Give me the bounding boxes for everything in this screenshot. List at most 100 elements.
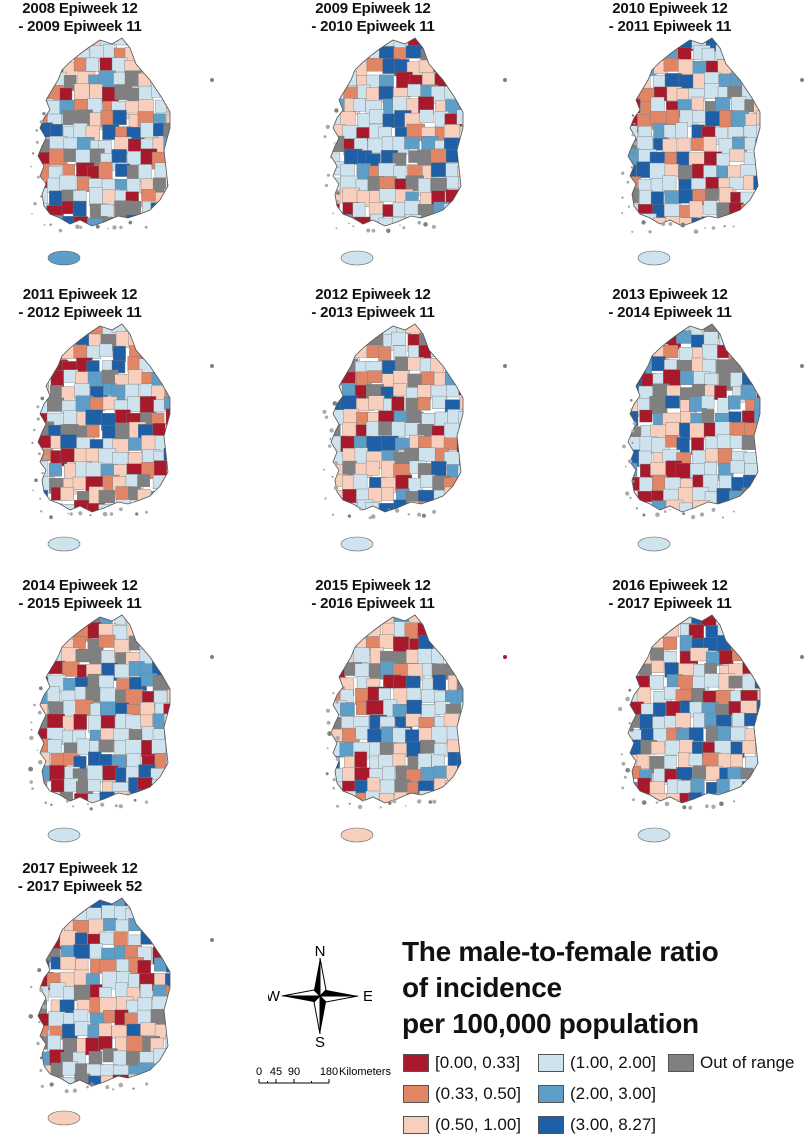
island [30, 165, 33, 168]
district-region [61, 504, 76, 512]
legend-label: Out of range [700, 1053, 795, 1072]
island [621, 171, 625, 175]
district-region [457, 411, 463, 427]
district-region [100, 203, 114, 217]
island [43, 1034, 47, 1037]
district-region [732, 516, 750, 534]
jeju-island [47, 827, 81, 843]
island [67, 512, 69, 515]
compass-s-label: S [315, 1034, 325, 1048]
district-region [651, 660, 665, 673]
district-region [38, 215, 49, 226]
district-region [430, 177, 449, 193]
island [379, 806, 382, 809]
district-region [457, 137, 463, 156]
district-region [650, 111, 669, 125]
district-region [380, 779, 397, 795]
district-region [406, 687, 421, 701]
district-region [756, 189, 760, 208]
district-region [47, 739, 62, 755]
district-region [141, 898, 157, 913]
district-region [458, 152, 463, 169]
district-region [653, 230, 668, 245]
district-region [98, 634, 116, 648]
map-panel: 2008 Epiweek 12- 2009 Epiweek 11 [0, 0, 270, 286]
island [331, 475, 334, 478]
district-region [691, 383, 707, 397]
island [114, 804, 118, 808]
district-region [744, 615, 760, 628]
district-region [405, 649, 420, 664]
district-region [368, 806, 386, 819]
district-region [653, 615, 670, 628]
district-region [339, 742, 356, 757]
island [39, 1069, 43, 1072]
district-region [164, 476, 170, 493]
district-region [754, 615, 760, 624]
district-region [715, 44, 730, 60]
district-region [443, 124, 461, 140]
district-region [151, 38, 167, 49]
district-region [63, 805, 81, 819]
north-arrow-icon: N S E W [268, 944, 372, 1048]
country-outline [37, 323, 171, 513]
district-region [47, 333, 64, 347]
district-region [127, 792, 141, 803]
island [40, 1084, 44, 1088]
island [370, 514, 376, 519]
district-region [743, 624, 758, 639]
district-region [378, 46, 395, 60]
district-region [113, 1064, 130, 1084]
district-region [153, 648, 168, 665]
district-region [163, 38, 170, 49]
district-region [126, 806, 143, 823]
district-region [366, 58, 385, 72]
island [32, 152, 35, 155]
district-region [701, 47, 715, 63]
district-region [626, 515, 642, 527]
district-region [367, 777, 380, 792]
district-region [38, 634, 53, 652]
district-region [756, 699, 760, 715]
district-region [637, 639, 651, 657]
district-region [624, 228, 636, 244]
district-region [331, 203, 340, 220]
island [44, 801, 48, 805]
district-region [128, 369, 143, 386]
island [628, 722, 632, 725]
district-region [63, 410, 78, 425]
district-region [73, 636, 86, 650]
ulleung-island [800, 78, 804, 82]
district-region [331, 359, 347, 378]
district-region [331, 38, 343, 51]
district-region [704, 188, 719, 201]
panel-title: 2010 Epiweek 12- 2011 Epiweek 11 [590, 0, 750, 36]
district-region [74, 83, 90, 100]
district-region [128, 1089, 141, 1103]
island [78, 511, 83, 516]
district-region [111, 149, 127, 163]
panel-title-line-2: - 2009 Epiweek 11 [18, 18, 142, 35]
district-region [731, 615, 748, 626]
district-region [165, 807, 179, 824]
district-region [98, 1036, 113, 1050]
island [102, 511, 108, 517]
district-region [742, 740, 760, 754]
district-region [340, 513, 356, 530]
island [36, 405, 40, 409]
district-region [166, 1088, 183, 1100]
district-region [757, 690, 760, 708]
island [682, 805, 687, 810]
district-region [164, 70, 170, 84]
panel-title-line-1: 2009 Epiweek 12 [315, 0, 431, 17]
country-outline [37, 897, 171, 1087]
district-region [126, 396, 141, 412]
district-region [356, 324, 370, 336]
district-region [628, 38, 646, 50]
district-region [743, 357, 760, 371]
district-region [166, 369, 170, 386]
district-region [47, 397, 65, 412]
district-region [703, 331, 719, 346]
ulleung-island [210, 78, 214, 82]
panel-title: 2015 Epiweek 12- 2016 Epiweek 11 [293, 577, 453, 613]
